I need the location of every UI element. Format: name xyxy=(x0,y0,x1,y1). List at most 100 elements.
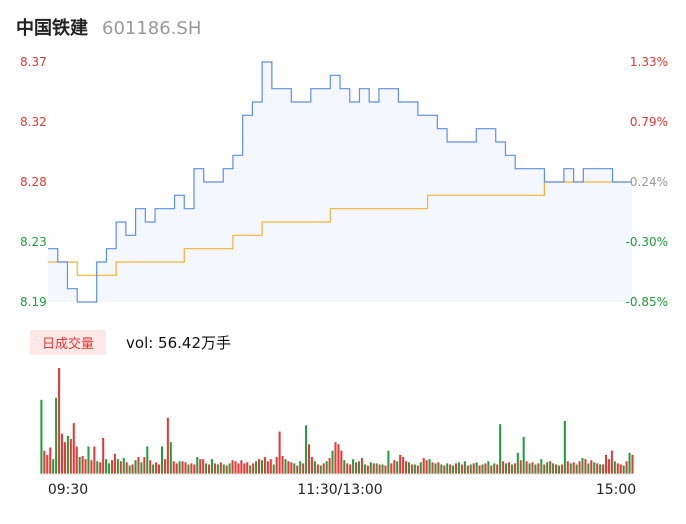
volume-bar xyxy=(440,464,443,474)
volume-bar xyxy=(543,464,546,474)
volume-bar xyxy=(46,454,49,474)
volume-bar xyxy=(160,446,164,474)
volume-bar xyxy=(310,457,313,474)
volume-bar xyxy=(572,462,575,474)
volume-bar xyxy=(446,463,449,474)
volume-bar xyxy=(463,461,466,474)
volume-bar xyxy=(331,450,334,474)
volume-bar xyxy=(425,460,428,474)
y-right-tick: -0.85% xyxy=(626,295,668,309)
volume-bar xyxy=(55,397,58,474)
volume-bar xyxy=(134,460,137,474)
volume-bar xyxy=(75,446,78,474)
volume-bar xyxy=(252,463,255,474)
volume-bar xyxy=(569,463,572,474)
volume-bar xyxy=(284,459,287,474)
volume-bar xyxy=(49,447,52,474)
volume-bar xyxy=(387,450,390,474)
volume-bar xyxy=(434,463,437,474)
volume-bar xyxy=(128,465,131,474)
average-price-line xyxy=(48,181,632,276)
volume-bar xyxy=(584,459,587,474)
volume-bar xyxy=(87,446,90,474)
y-right-tick: 1.33% xyxy=(630,55,668,69)
x-axis: 09:30 11:30/13:00 15:00 xyxy=(48,482,636,498)
volume-bar xyxy=(525,461,528,474)
volume-bar xyxy=(228,463,231,474)
volume-bar xyxy=(99,462,102,474)
volume-bar xyxy=(393,460,396,474)
volume-bar xyxy=(422,458,425,474)
volume-bar xyxy=(96,461,99,474)
volume-bar xyxy=(457,462,461,474)
volume-bar xyxy=(416,465,419,474)
volume-bar xyxy=(290,462,293,474)
volume-bar xyxy=(369,462,372,474)
volume-bar xyxy=(155,462,158,474)
volume-bar xyxy=(507,462,510,474)
volume-bar xyxy=(602,464,605,474)
volume-bar xyxy=(390,463,393,474)
volume-bar xyxy=(225,465,228,474)
volume-bar xyxy=(613,461,616,474)
volume-bar xyxy=(60,433,64,474)
volume-label: vol: 56.42万手 xyxy=(126,334,232,352)
volume-bar xyxy=(593,462,596,474)
volume-bar xyxy=(484,463,487,474)
volume-bar xyxy=(143,457,146,474)
volume-bar xyxy=(460,464,463,474)
volume-bar xyxy=(58,368,61,474)
volume-bar xyxy=(234,461,237,474)
volume-bar xyxy=(208,464,211,474)
volume-bar xyxy=(334,442,337,474)
volume-bar xyxy=(125,462,128,474)
volume-bar xyxy=(428,459,431,474)
volume-bar xyxy=(493,463,496,474)
volume-bar xyxy=(328,458,331,474)
volume-bar xyxy=(163,459,166,474)
volume-bar xyxy=(108,463,111,474)
x-tick: 09:30 xyxy=(48,482,88,498)
header: 中国铁建 601186.SH xyxy=(16,14,201,39)
volume-bar xyxy=(607,459,610,474)
volume-bar xyxy=(293,463,296,474)
volume-bar xyxy=(137,457,140,474)
volume-bar xyxy=(266,461,269,474)
volume-badge[interactable]: 日成交量 xyxy=(30,330,107,355)
volume-bar xyxy=(305,425,308,474)
volume-bar xyxy=(402,457,405,474)
volume-bar xyxy=(63,442,66,474)
volume-bar xyxy=(72,423,75,474)
y-right-tick: 0.24% xyxy=(630,175,668,189)
volume-bar xyxy=(172,461,175,474)
volume-bar xyxy=(352,459,355,474)
y-right-tick: -0.30% xyxy=(626,235,668,249)
volume-bar xyxy=(619,464,622,474)
volume-bar xyxy=(552,463,555,474)
volume-bar xyxy=(604,454,608,474)
volume-bar xyxy=(410,464,413,474)
volume-bar xyxy=(610,450,613,474)
volume-bar xyxy=(149,460,152,474)
volume-bar xyxy=(549,461,552,474)
volume-bar xyxy=(413,464,416,474)
volume-bar xyxy=(340,450,343,474)
volume-bar xyxy=(287,461,290,474)
volume-bar xyxy=(325,461,328,474)
volume-bar xyxy=(625,461,628,474)
volume-bar xyxy=(66,435,69,474)
y-left-tick: 8.23 xyxy=(20,235,47,249)
volume-bar xyxy=(528,463,531,474)
volume-bar xyxy=(360,458,363,474)
volume-bar xyxy=(102,437,105,474)
volume-bar xyxy=(628,452,631,474)
volume-bar xyxy=(116,459,119,474)
price-line xyxy=(48,61,632,303)
volume-bar xyxy=(590,460,593,474)
volume-bar xyxy=(478,465,481,474)
volume-bar xyxy=(419,462,422,474)
volume-bars xyxy=(40,368,634,475)
volume-bar xyxy=(596,463,599,474)
volume-bar xyxy=(560,464,563,474)
volume-bar xyxy=(278,431,281,474)
